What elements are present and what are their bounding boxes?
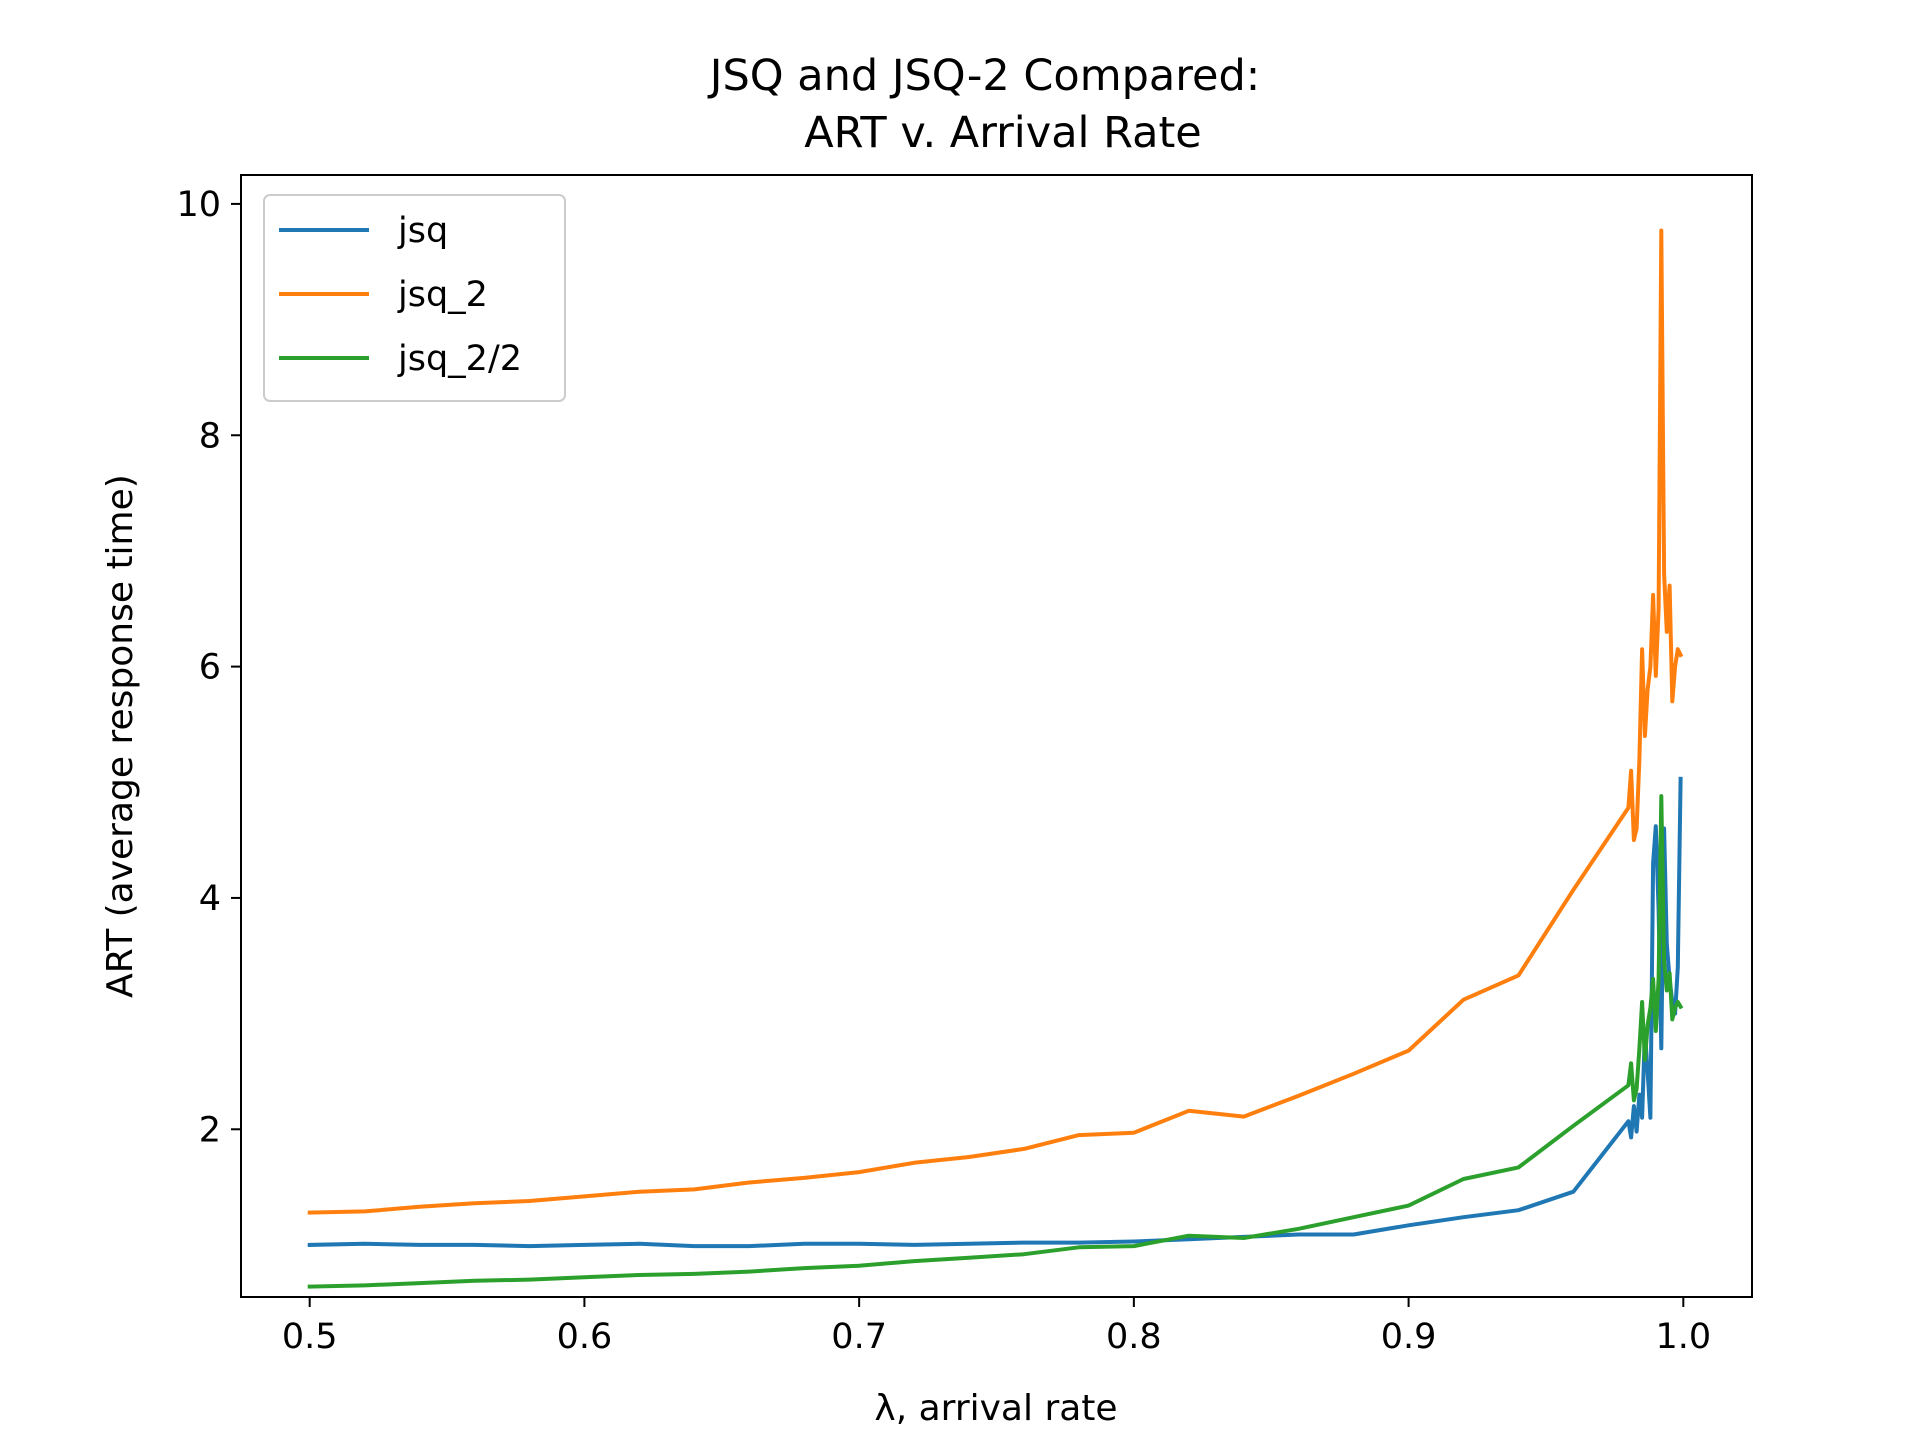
legend-label: jsq [397,211,448,251]
legend-label: jsq_2/2 [397,339,522,379]
x-tick-label: 0.5 [282,1317,338,1357]
chart-title: JSQ and JSQ-2 Compared: [707,51,1260,101]
y-axis-label: ART (average response time) [100,474,141,998]
x-axis-ticks: 0.5 0.6 0.7 0.8 0.9 1.0 [282,1297,1711,1357]
y-tick-label: 6 [199,648,221,688]
x-tick-label: 0.8 [1106,1317,1162,1357]
x-tick-label: 1.0 [1655,1317,1711,1357]
y-tick-label: 4 [199,879,221,919]
y-axis-ticks: 2 4 6 8 10 [176,185,241,1150]
x-tick-label: 0.6 [557,1317,613,1357]
x-axis-label: λ, arrival rate [874,1388,1117,1429]
series-line-jsq [307,776,1683,1249]
x-tick-label: 0.9 [1381,1317,1437,1357]
plot-frame [240,174,1753,1298]
plot-lines [307,228,1684,1289]
series-line-jsq-2 [307,228,1684,1215]
legend-box [263,194,566,402]
legend-label: jsq_2 [397,275,488,315]
y-tick-label: 2 [199,1110,221,1150]
chart-subtitle: ART v. Arrival Rate [804,108,1202,158]
legend: jsq jsq_2 jsq_2/2 [263,194,566,402]
legend-entries: jsq jsq_2 jsq_2/2 [279,211,522,379]
x-tick-label: 0.7 [831,1317,887,1357]
y-tick-label: 8 [199,416,221,456]
y-tick-label: 10 [176,185,221,225]
series-line-jsq-2-2 [307,794,1684,1289]
